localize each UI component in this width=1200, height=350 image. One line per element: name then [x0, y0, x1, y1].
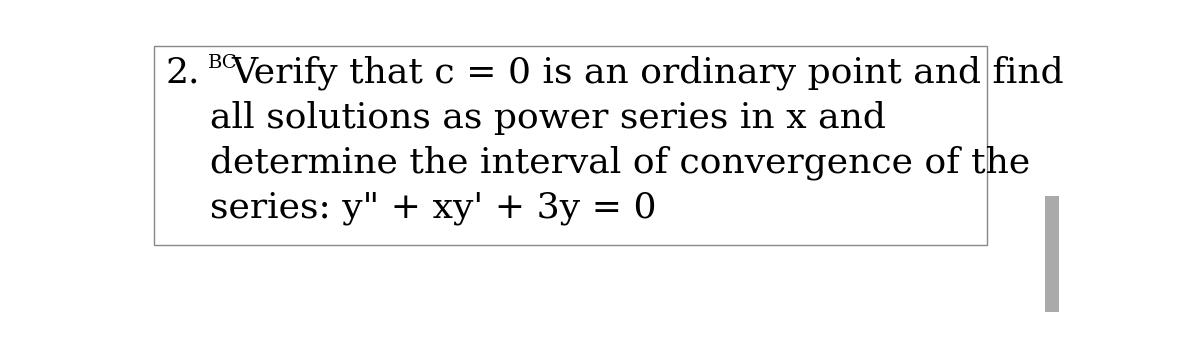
Bar — [1045, 196, 1060, 312]
Text: series: y" + xy' + 3y = 0: series: y" + xy' + 3y = 0 — [210, 191, 656, 225]
Text: all solutions as power series in x and: all solutions as power series in x and — [210, 101, 887, 135]
Bar — [154, 46, 986, 245]
Text: BC: BC — [208, 54, 238, 72]
Text: Verify that c = 0 is an ordinary point and find: Verify that c = 0 is an ordinary point a… — [232, 55, 1064, 90]
Text: 2.: 2. — [166, 55, 200, 89]
Text: determine the interval of convergence of the: determine the interval of convergence of… — [210, 146, 1031, 180]
